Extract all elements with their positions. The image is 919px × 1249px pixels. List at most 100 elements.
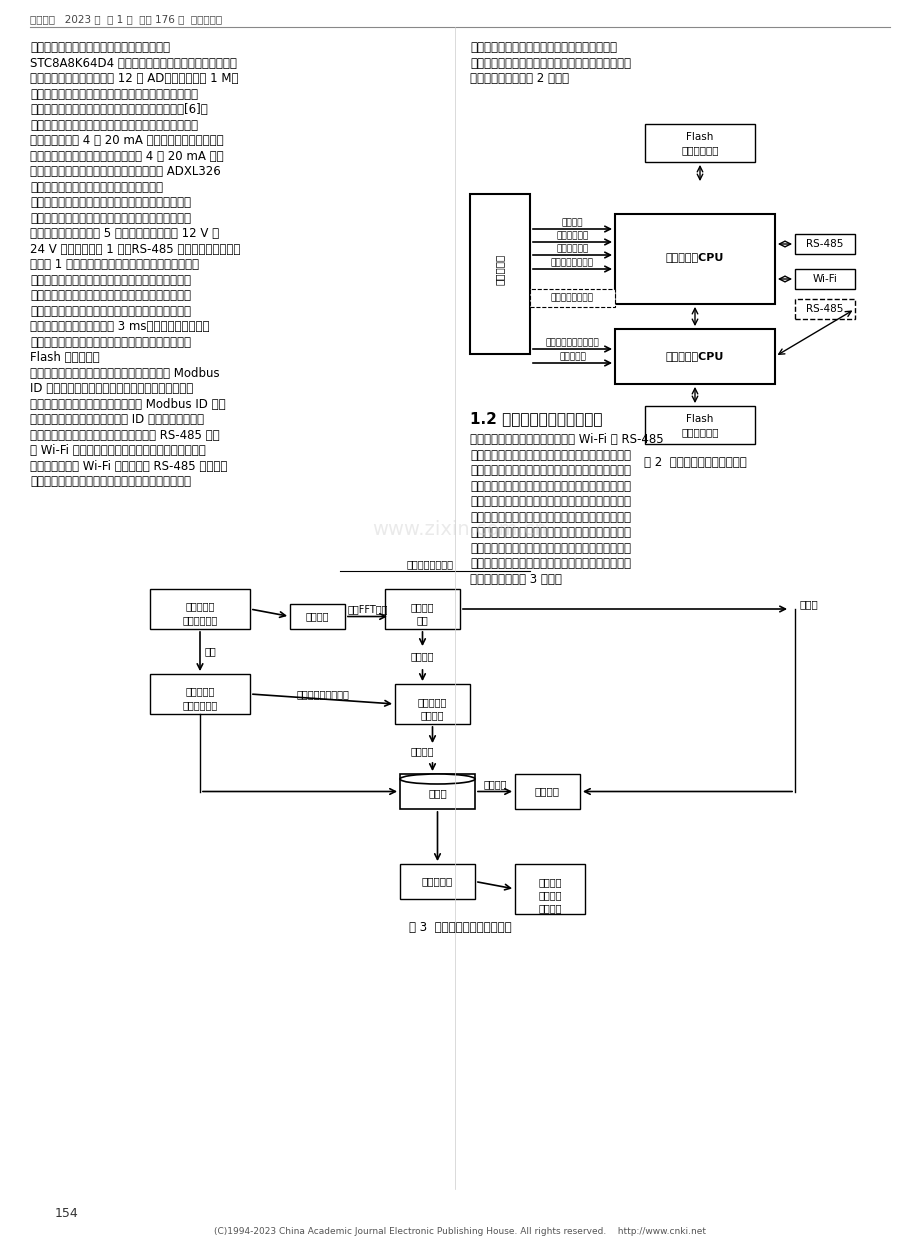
Text: 圈电流、储能电机启动电流和振动信号的同步采集[6]。: 圈电流、储能电机启动电流和振动信号的同步采集[6]。 [30,102,208,116]
Text: STC8A8K64D4 单片机，通过高速模数转换实现信号捕: STC8A8K64D4 单片机，通过高速模数转换实现信号捕 [30,56,236,70]
Text: 信号捕捉位置和方式不同，需要设计为两个完全独立: 信号捕捉位置和方式不同，需要设计为两个完全独立 [30,211,191,225]
Text: 振动变送器: 振动变送器 [185,686,214,696]
Text: RS-485: RS-485 [805,239,843,249]
Text: Flash: Flash [686,413,713,423]
FancyBboxPatch shape [384,590,460,629]
Text: 定的文件夹下；另一方面，根据监测记录生成结构化: 定的文件夹下；另一方面，根据监测记录生成结构化 [470,495,630,508]
Text: Flash: Flash [686,132,713,142]
Text: 1.2 数据管理分析系统的设计: 1.2 数据管理分析系统的设计 [470,411,602,426]
Text: 断路器机械特性分析与故障诊断系统数据采集装: 断路器机械特性分析与故障诊断系统数据采集装 [470,56,630,70]
Text: 24 V 直流电源线各 1 对、RS-485 通信线变送器和同步: 24 V 直流电源线各 1 对、RS-485 通信线变送器和同步 [30,242,240,256]
Text: 数据手动整: 数据手动整 [417,697,447,707]
Text: 分闸线圈电流: 分闸线圈电流 [556,231,588,240]
Text: 检测记录文件: 检测记录文件 [680,145,718,155]
Text: 变送器获取的电流信号和振动信号分别存储在各自的: 变送器获取的电流信号和振动信号分别存储在各自的 [30,336,191,348]
Text: 储能电机启动电流: 储能电机启动电流 [550,259,594,267]
Text: 号采集启动时间间隔不超过 3 ms。电流变送器和振动: 号采集启动时间间隔不超过 3 ms。电流变送器和振动 [30,320,210,333]
Text: 振动匹配、自动检波: 振动匹配、自动检波 [296,689,348,699]
FancyBboxPatch shape [515,864,584,914]
FancyBboxPatch shape [150,674,250,714]
FancyBboxPatch shape [515,774,579,809]
Text: 合闸时监听到的监测记录数据。一方面，以文件形式: 合闸时监听到的监测记录数据。一方面，以文件形式 [470,463,630,477]
Text: 照明电器   2023 年  第 1 期  总第 176 期  光源与照明: 照明电器 2023 年 第 1 期 总第 176 期 光源与照明 [30,14,221,24]
FancyBboxPatch shape [644,406,754,443]
Text: 振动检测记录: 振动检测记录 [182,699,218,709]
Text: 趋势分析: 趋势分析 [538,891,562,901]
Text: 可视化: 可视化 [800,600,818,610]
Text: 振动变送器CPU: 振动变送器CPU [665,351,723,361]
Text: 在数据采集装置中，电流变送器和振动变送器的: 在数据采集装置中，电流变送器和振动变送器的 [30,196,191,209]
Text: 图 3  数据管理分析系统流程图: 图 3 数据管理分析系统流程图 [408,921,511,934]
Text: 断路器数据管理分析系统通过 Wi-Fi 或 RS-485: 断路器数据管理分析系统通过 Wi-Fi 或 RS-485 [470,433,663,446]
Text: 电流传感器输送给采集单元；振动信号通过 ADXL326: 电流传感器输送给采集单元；振动信号通过 ADXL326 [30,165,221,179]
Text: 合闸线圈电流: 合闸线圈电流 [556,244,588,254]
Text: 手动检索: 手动检索 [482,779,506,789]
Text: 置的运行流程图如图 2 所示。: 置的运行流程图如图 2 所示。 [470,72,568,85]
Text: 合闸时监听到的电流监测记录和振动监测记录。: 合闸时监听到的电流监测记录和振动监测记录。 [470,41,617,54]
Text: 手动匹配: 手动匹配 [410,746,434,756]
Text: 圈电流信号通过 4 ～ 20 mA 直流电流传感器输送给采: 圈电流信号通过 4 ～ 20 mA 直流电流传感器输送给采 [30,134,223,147]
Text: 将获取到的断路器分合闸操作原始波形记录保存到特: 将获取到的断路器分合闸操作原始波形记录保存到特 [470,480,630,492]
Text: 电流变送器: 电流变送器 [185,601,214,611]
Text: 数据库: 数据库 [427,788,447,798]
Text: 手动检波: 手动检波 [410,651,434,661]
Text: 获，该单片机结构简单，有 12 位 AD，采样率高达 1 M。: 获，该单片机结构简单，有 12 位 AD，采样率高达 1 M。 [30,72,238,85]
Text: 不匹配的命令。其中，电流变送器提供了 RS-485 有线: 不匹配的命令。其中，电流变送器提供了 RS-485 有线 [30,428,220,441]
Text: 154: 154 [55,1207,79,1220]
Text: 同步检测触发信号: 同步检测触发信号 [550,294,593,302]
Text: 数据采集装置可以完成断路器分合闸驱动电压、线: 数据采集装置可以完成断路器分合闸驱动电压、线 [30,87,198,100]
Text: 号给振动变送器。振动变送器捕捉到触发信号后，需: 号给振动变送器。振动变送器捕捉到触发信号后，需 [30,289,191,302]
FancyBboxPatch shape [470,194,529,353]
Ellipse shape [400,774,474,784]
Text: 芯片级三轴加速度传感器输送给采集单元。: 芯片级三轴加速度传感器输送给采集单元。 [30,181,163,194]
FancyBboxPatch shape [400,864,474,899]
Text: 理、清洗: 理、清洗 [420,709,444,719]
Text: 电流变送器CPU: 电流变送器CPU [665,252,723,262]
Text: 的装置，二者之间通过 5 芯信号线连接，包括 12 V 和: 的装置，二者之间通过 5 芯信号线连接，包括 12 V 和 [30,227,219,240]
Text: 检测记录: 检测记录 [410,602,434,612]
FancyBboxPatch shape [289,605,345,629]
Text: 务。电流变送器接收到命令后，根据 Modbus ID 的不: 务。电流变送器接收到命令后，根据 Modbus ID 的不 [30,397,225,411]
Text: 高压断路器: 高压断路器 [494,254,505,285]
Text: 的监测记录送到监测数据库中，用于同一断路器监测: 的监测记录送到监测数据库中，用于同一断路器监测 [470,511,630,523]
Text: 同分别响应，响应与电流变送器 ID 匹配的命令，转发: 同分别响应，响应与电流变送器 ID 匹配的命令，转发 [30,413,204,426]
Text: 振动FFT变换: 振动FFT变换 [346,605,387,615]
Text: 文件: 文件 [416,615,428,624]
Text: www.zixin.com.cn: www.zixin.com.cn [372,520,547,538]
FancyBboxPatch shape [794,269,854,289]
Text: 大数据分析: 大数据分析 [422,877,453,887]
Text: 时间变化断路器故障诊断与预测。断路器数据管理分: 时间变化断路器故障诊断与预测。断路器数据管理分 [470,557,630,570]
Text: 浏览分析: 浏览分析 [535,787,560,797]
FancyBboxPatch shape [529,289,614,307]
FancyBboxPatch shape [614,214,774,304]
FancyBboxPatch shape [794,234,854,254]
Text: Flash 存储器中。: Flash 存储器中。 [30,351,99,363]
Text: 其中，驱动电压信号通过降压电路输出给采集单元；线: 其中，驱动电压信号通过降压电路输出给采集单元；线 [30,119,198,131]
Text: RS-485: RS-485 [805,304,843,313]
Text: 状态检测: 状态检测 [538,877,562,887]
Text: 检测记录文件: 检测记录文件 [680,427,718,437]
FancyBboxPatch shape [394,684,470,724]
FancyBboxPatch shape [794,299,854,318]
Text: 要立即启动分合闸振动信号采集。电流信号和振动信: 要立即启动分合闸振动信号采集。电流信号和振动信 [30,305,191,317]
Text: 数据下载: 数据下载 [305,612,329,622]
Text: 析系统可以通过 Wi-Fi 无线方式或 RS-485 有线方式: 析系统可以通过 Wi-Fi 无线方式或 RS-485 有线方式 [30,460,227,472]
Text: 图 2  数据采集装置运行流程图: 图 2 数据采集装置运行流程图 [643,456,745,470]
FancyBboxPatch shape [644,124,754,162]
FancyBboxPatch shape [150,590,250,629]
Text: 电流检测记录: 电流检测记录 [182,615,218,624]
Text: 对分析，以及大数据分析与特征量的提取，实现基于: 对分析，以及大数据分析与特征量的提取，实现基于 [470,542,630,555]
Text: 三轴加速度: 三轴加速度 [559,352,585,361]
Text: 故障预测: 故障预测 [538,903,562,913]
Text: 与电流变送器建立连接，从电流变送器下载断路器分: 与电流变送器建立连接，从电流变送器下载断路器分 [30,475,191,488]
Text: 和 Wi-Fi 无线两种与上位机连接的方式，数据管理分: 和 Wi-Fi 无线两种与上位机连接的方式，数据管理分 [30,443,206,457]
Text: 转发: 转发 [205,647,217,657]
Text: 集单元；储能电机启动电流信号通过 4 ～ 20 mA 交流: 集单元；储能电机启动电流信号通过 4 ～ 20 mA 交流 [30,150,223,162]
Text: 电流记录平滑滤波: 电流记录平滑滤波 [406,560,453,570]
Text: Wi-Fi: Wi-Fi [811,274,836,284]
Text: 分合闸时机械振动信号: 分合闸时机械振动信号 [545,338,598,347]
Text: 析系统流程图如图 3 所示。: 析系统流程图如图 3 所示。 [470,572,562,586]
Text: 驱动电压: 驱动电压 [562,219,583,227]
Text: 信号线 1 根。当电流变送器监听到分合闸电流后，需: 信号线 1 根。当电流变送器监听到分合闸电流后，需 [30,259,199,271]
FancyBboxPatch shape [614,328,774,383]
